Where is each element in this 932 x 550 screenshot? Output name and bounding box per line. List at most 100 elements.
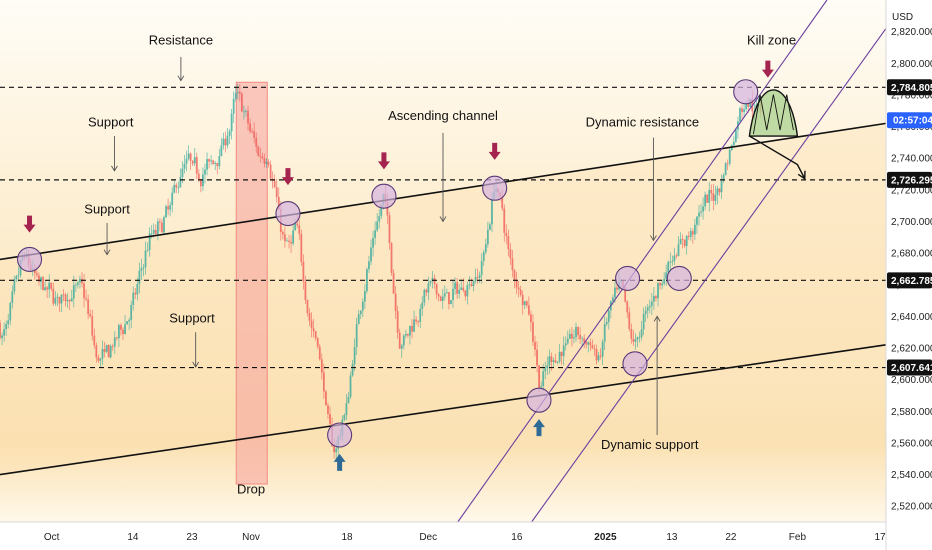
candle-body <box>745 103 748 110</box>
price-tick-label: 2,700.000 <box>891 217 932 228</box>
candle-body <box>570 333 573 339</box>
candle-body <box>374 230 377 238</box>
candle-body <box>409 325 411 336</box>
candle <box>650 293 653 316</box>
candle-body <box>591 345 594 349</box>
candle-body <box>281 232 284 235</box>
candle <box>720 174 723 199</box>
candle-body <box>128 319 131 322</box>
candle-body <box>657 282 659 299</box>
candle-body <box>35 273 38 276</box>
candle-body <box>195 157 198 174</box>
candle <box>210 155 213 166</box>
candle-body <box>441 296 444 301</box>
candle-body <box>259 155 262 157</box>
candle-body <box>601 341 604 357</box>
candle-body <box>40 277 42 282</box>
dynamic-resistance-line[interactable] <box>457 0 828 523</box>
candle <box>134 288 137 299</box>
date-tick-label: 22 <box>725 532 737 543</box>
support-line-lower[interactable] <box>0 344 887 476</box>
candle <box>359 310 362 320</box>
candle-body <box>48 282 51 290</box>
candle <box>663 272 666 286</box>
candle <box>566 330 569 345</box>
candle-body <box>421 302 424 310</box>
candle <box>679 232 682 245</box>
price-badge-text: 2,662.785 <box>891 276 932 287</box>
candle <box>232 91 235 123</box>
dynamic-support-line[interactable] <box>531 28 887 523</box>
candle-body <box>474 277 477 282</box>
candle-body <box>206 159 208 170</box>
candle <box>70 289 73 302</box>
candle <box>128 317 131 331</box>
annotation-label: Kill zone <box>747 32 796 47</box>
candle-body <box>0 322 1 339</box>
candle-body <box>462 287 465 291</box>
candle <box>601 339 604 365</box>
candle-body <box>427 283 430 293</box>
candle-body <box>404 333 407 336</box>
candle <box>281 229 284 240</box>
time-axis-panel[interactable] <box>0 522 886 550</box>
candle <box>564 336 567 351</box>
candle-body <box>101 349 104 359</box>
candle <box>716 186 719 205</box>
candle-body <box>675 255 678 257</box>
candle <box>15 274 18 283</box>
candle-body <box>515 280 518 288</box>
current-price-badge <box>887 112 932 129</box>
candle <box>454 277 456 295</box>
candle-body <box>489 224 491 230</box>
price-badge <box>887 79 932 96</box>
candle-body <box>402 335 405 346</box>
candle-body <box>435 283 438 295</box>
current-price-text: 02:57:04 <box>893 116 932 127</box>
date-tick-label: 13 <box>666 532 678 543</box>
candle-body <box>177 187 180 189</box>
candle-body <box>165 206 167 218</box>
candle <box>718 187 721 196</box>
candle <box>714 185 717 206</box>
candle-body <box>700 211 702 213</box>
candle-body <box>388 215 391 244</box>
candle-body <box>400 345 403 349</box>
candle <box>304 275 307 305</box>
candle <box>710 184 713 201</box>
candle-body <box>275 187 278 198</box>
candle <box>156 218 159 241</box>
candle-body <box>224 138 227 146</box>
candle <box>732 136 735 147</box>
candle <box>704 191 707 211</box>
date-tick-label: Feb <box>789 532 807 543</box>
price-tick-label: 2,640.000 <box>891 312 932 323</box>
candle-body <box>52 288 55 304</box>
candle-body <box>665 272 668 279</box>
candle-body <box>642 313 645 330</box>
candle-body <box>558 352 561 362</box>
candle <box>646 303 649 319</box>
candle-body <box>437 294 440 297</box>
candle-body <box>652 296 655 302</box>
candle-body <box>105 345 108 352</box>
candle <box>357 309 360 325</box>
candle-body <box>167 206 169 210</box>
candle-body <box>175 184 178 188</box>
candle-body <box>443 293 446 297</box>
candle-body <box>673 255 676 262</box>
candle <box>445 288 448 294</box>
candle <box>122 327 124 341</box>
kill-zone-zigzag <box>752 94 794 135</box>
candle-body <box>179 176 182 188</box>
candle <box>519 285 522 297</box>
candle-body <box>292 230 295 244</box>
candle <box>52 282 55 306</box>
candle <box>234 86 237 102</box>
candle <box>261 152 264 160</box>
candle <box>81 271 83 288</box>
candle <box>634 333 637 350</box>
candle-body <box>566 338 569 344</box>
